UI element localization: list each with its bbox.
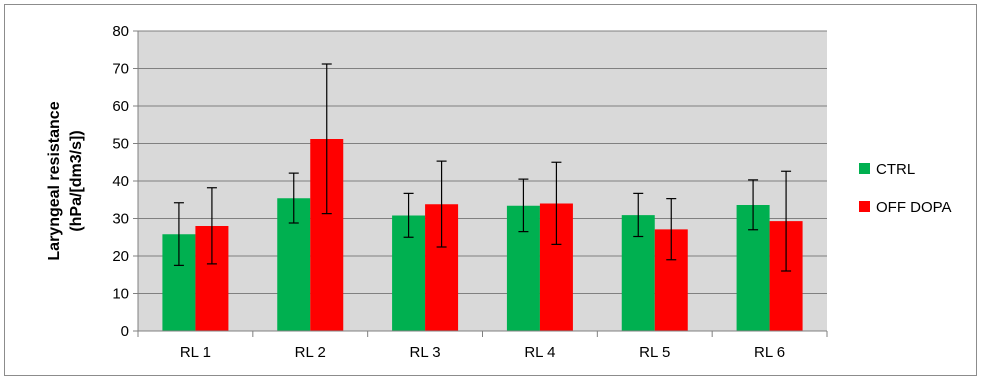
y-axis-title-line: Laryngeal resistance [46, 101, 63, 260]
y-tick-label: 20 [112, 248, 129, 265]
y-tick-label: 60 [112, 98, 129, 115]
legend-label: CTRL [876, 161, 915, 178]
y-tick-label: 80 [112, 23, 129, 40]
x-tick-labels: RL 1 RL 2 RL 3 RL 4 RL 5 RL 6 [180, 344, 785, 361]
y-tick-labels: 0 10 20 30 40 50 60 70 80 [112, 23, 129, 340]
y-tick-label: 10 [112, 286, 129, 303]
y-tick-label: 70 [112, 61, 129, 78]
x-tick-label: RL 1 [180, 344, 211, 361]
legend-label: OFF DOPA [876, 199, 952, 216]
bars [162, 139, 803, 331]
legend: CTRL OFF DOPA [859, 161, 952, 216]
x-tick-label: RL 6 [754, 344, 785, 361]
x-tick-label: RL 3 [410, 344, 441, 361]
y-tick-label: 0 [121, 323, 129, 340]
y-tick-label: 30 [112, 211, 129, 228]
gridlines [138, 30, 827, 294]
y-tick-label: 50 [112, 136, 129, 153]
legend-swatch [859, 163, 870, 174]
y-axis-title-line: (hPa/[dm3/s]) [68, 130, 85, 231]
x-tick-label: RL 5 [639, 344, 670, 361]
x-tick-label: RL 2 [295, 344, 326, 361]
error-bars [173, 63, 792, 272]
y-axis-title: Laryngeal resistance (hPa/[dm3/s]) [46, 101, 85, 260]
legend-swatch [859, 201, 870, 212]
axes [133, 30, 828, 337]
y-tick-label: 40 [112, 173, 129, 190]
x-tick-label: RL 4 [524, 344, 555, 361]
chart-frame: 0 10 20 30 40 50 60 70 80 RL 1 RL 2 RL 3 RL 4 RL 5 RL… [4, 4, 977, 376]
